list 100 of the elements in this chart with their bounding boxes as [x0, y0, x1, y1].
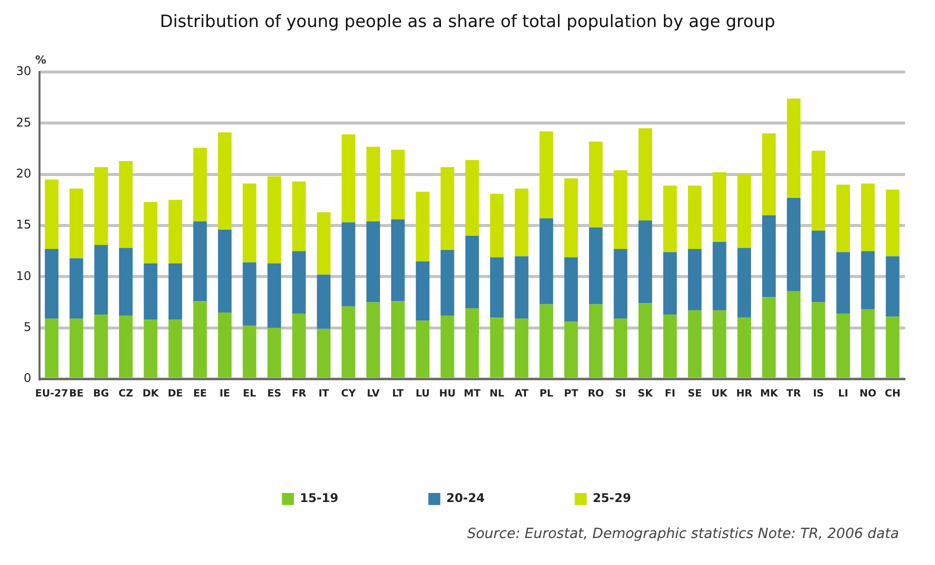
x-tick-label: RO — [588, 388, 604, 400]
x-tick-label: EE — [193, 388, 208, 400]
bar — [540, 218, 554, 304]
bar — [94, 167, 108, 245]
bar — [391, 219, 405, 302]
bar — [193, 301, 207, 378]
bar — [316, 328, 331, 378]
x-tick-label: DK — [142, 388, 160, 400]
bar — [218, 312, 232, 378]
bar — [366, 221, 380, 302]
bar — [144, 320, 158, 378]
bar — [44, 179, 58, 250]
x-tick-label: FR — [292, 388, 307, 400]
bar — [292, 181, 306, 252]
x-tick-label: HR — [736, 388, 753, 400]
bar — [688, 249, 702, 310]
bar — [490, 257, 504, 318]
legend-label: 15-19 — [300, 491, 338, 506]
bar — [416, 192, 430, 262]
y-tick-label: 0 — [24, 371, 32, 386]
y-axis-title: % — [35, 53, 46, 66]
bar — [465, 308, 479, 378]
bar — [861, 184, 875, 252]
bar — [242, 184, 256, 262]
x-tick-label: BG — [93, 388, 110, 400]
bar — [490, 318, 504, 378]
x-tick-label: SK — [638, 388, 654, 400]
bar — [663, 252, 677, 315]
bar — [564, 178, 578, 258]
x-tick-label: NO — [859, 388, 876, 400]
bar — [762, 297, 776, 378]
bar — [267, 263, 282, 328]
bar — [168, 320, 182, 378]
bar — [540, 131, 554, 218]
x-tick-label: LT — [392, 388, 404, 400]
bar — [144, 202, 158, 264]
bar — [688, 186, 702, 250]
bar — [861, 251, 875, 310]
x-tick-label: CH — [884, 388, 900, 400]
bar — [836, 252, 850, 314]
bar — [342, 222, 356, 306]
bar — [119, 248, 133, 316]
bar — [70, 188, 84, 258]
bar — [688, 310, 702, 378]
bar — [737, 318, 752, 378]
x-tick-label: MK — [760, 388, 780, 400]
bar — [886, 316, 900, 378]
bar — [168, 263, 182, 320]
bar — [812, 150, 826, 231]
y-tick-label: 20 — [16, 166, 32, 180]
x-tick-label: EL — [242, 388, 257, 400]
bar — [242, 326, 256, 378]
bar — [886, 256, 900, 317]
bar — [267, 176, 282, 264]
bar — [94, 244, 108, 315]
bar — [812, 302, 826, 378]
bar — [242, 262, 256, 326]
bar — [514, 188, 528, 256]
bar — [366, 302, 380, 378]
bar — [391, 301, 405, 378]
x-tick-label: SI — [615, 388, 626, 400]
bar — [416, 320, 430, 378]
bar — [564, 257, 578, 322]
x-tick-label: LV — [366, 388, 380, 400]
bar — [144, 263, 158, 320]
bar — [490, 194, 504, 258]
bar — [292, 251, 306, 314]
bar — [614, 249, 628, 319]
bar — [465, 160, 479, 236]
x-tick-label: FI — [664, 388, 676, 400]
bar — [119, 316, 133, 378]
bar — [218, 230, 232, 312]
bar — [366, 146, 380, 222]
bar — [193, 148, 207, 222]
x-tick-label: LU — [416, 388, 430, 400]
legend-label: 25-29 — [592, 491, 632, 506]
bar — [44, 318, 58, 378]
chart-title: Distribution of young people as a share of total population by age group — [158, 12, 776, 32]
bar — [861, 309, 875, 378]
bar — [94, 314, 108, 378]
bar — [737, 174, 752, 248]
x-tick-label: CY — [341, 388, 356, 400]
x-tick-label: IE — [220, 388, 230, 400]
bar — [193, 221, 207, 302]
x-tick-label: AT — [514, 388, 529, 400]
bar — [119, 161, 133, 248]
bar — [712, 172, 726, 242]
legend-label: 20-24 — [446, 491, 485, 506]
x-tick-label: DE — [168, 388, 184, 400]
bar — [218, 132, 232, 230]
bar — [564, 322, 578, 378]
bar — [589, 304, 603, 378]
y-tick-label: 25 — [16, 115, 32, 130]
bar — [836, 184, 850, 252]
bar — [70, 258, 84, 319]
bar — [663, 186, 677, 252]
bar — [589, 228, 603, 304]
bar — [638, 128, 652, 220]
bar — [44, 249, 58, 319]
bar — [465, 236, 479, 308]
